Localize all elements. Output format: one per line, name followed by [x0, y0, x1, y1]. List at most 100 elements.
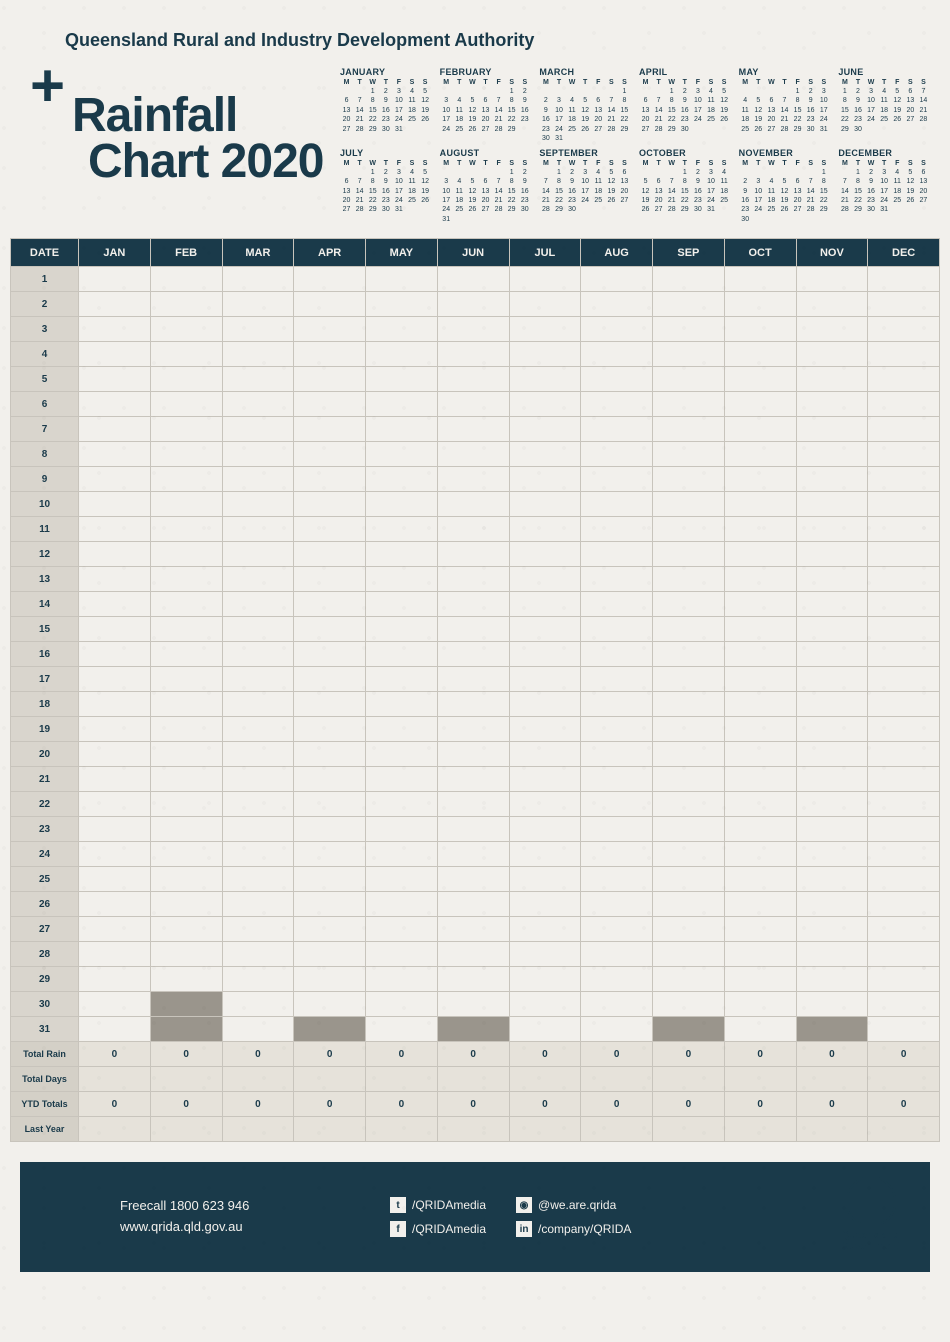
cell-3-jul[interactable]: [509, 317, 581, 342]
cell-19-jun[interactable]: [437, 717, 509, 742]
cell-10-apr[interactable]: [294, 492, 366, 517]
cell-4-jul[interactable]: [509, 342, 581, 367]
cell-7-sep[interactable]: [653, 417, 725, 442]
cell-1-may[interactable]: [366, 267, 438, 292]
cell-27-feb[interactable]: [150, 917, 222, 942]
cell-9-nov[interactable]: [796, 467, 868, 492]
cell-8-sep[interactable]: [653, 442, 725, 467]
cell-30-aug[interactable]: [581, 992, 653, 1017]
cell-23-mar[interactable]: [222, 817, 294, 842]
cell-9-mar[interactable]: [222, 467, 294, 492]
cell-24-feb[interactable]: [150, 842, 222, 867]
cell-5-jul[interactable]: [509, 367, 581, 392]
cell-7-feb[interactable]: [150, 417, 222, 442]
cell-31-may[interactable]: [366, 1017, 438, 1042]
cell-5-aug[interactable]: [581, 367, 653, 392]
cell-29-may[interactable]: [366, 967, 438, 992]
cell-30-may[interactable]: [366, 992, 438, 1017]
cell-6-aug[interactable]: [581, 392, 653, 417]
cell-18-dec[interactable]: [868, 692, 940, 717]
cell-29-oct[interactable]: [724, 967, 796, 992]
cell-10-jan[interactable]: [79, 492, 151, 517]
cell-17-apr[interactable]: [294, 667, 366, 692]
cell-17-may[interactable]: [366, 667, 438, 692]
cell-25-oct[interactable]: [724, 867, 796, 892]
cell-30-mar[interactable]: [222, 992, 294, 1017]
cell-26-sep[interactable]: [653, 892, 725, 917]
cell-30-jun[interactable]: [437, 992, 509, 1017]
cell-24-jun[interactable]: [437, 842, 509, 867]
cell-6-oct[interactable]: [724, 392, 796, 417]
cell-28-nov[interactable]: [796, 942, 868, 967]
cell-13-mar[interactable]: [222, 567, 294, 592]
cell-20-sep[interactable]: [653, 742, 725, 767]
cell-27-jul[interactable]: [509, 917, 581, 942]
cell-31-mar[interactable]: [222, 1017, 294, 1042]
cell-12-aug[interactable]: [581, 542, 653, 567]
cell-7-jul[interactable]: [509, 417, 581, 442]
cell-17-feb[interactable]: [150, 667, 222, 692]
cell-27-dec[interactable]: [868, 917, 940, 942]
cell-17-aug[interactable]: [581, 667, 653, 692]
cell-11-dec[interactable]: [868, 517, 940, 542]
cell-10-oct[interactable]: [724, 492, 796, 517]
cell-6-mar[interactable]: [222, 392, 294, 417]
cell-12-feb[interactable]: [150, 542, 222, 567]
cell-8-feb[interactable]: [150, 442, 222, 467]
cell-4-may[interactable]: [366, 342, 438, 367]
cell-10-mar[interactable]: [222, 492, 294, 517]
cell-16-jun[interactable]: [437, 642, 509, 667]
cell-4-apr[interactable]: [294, 342, 366, 367]
cell-7-dec[interactable]: [868, 417, 940, 442]
cell-26-feb[interactable]: [150, 892, 222, 917]
cell-23-apr[interactable]: [294, 817, 366, 842]
cell-28-mar[interactable]: [222, 942, 294, 967]
cell-14-jun[interactable]: [437, 592, 509, 617]
cell-27-oct[interactable]: [724, 917, 796, 942]
cell-7-may[interactable]: [366, 417, 438, 442]
cell-24-jan[interactable]: [79, 842, 151, 867]
cell-8-mar[interactable]: [222, 442, 294, 467]
cell-29-aug[interactable]: [581, 967, 653, 992]
cell-1-dec[interactable]: [868, 267, 940, 292]
cell-2-jun[interactable]: [437, 292, 509, 317]
cell-26-dec[interactable]: [868, 892, 940, 917]
cell-28-may[interactable]: [366, 942, 438, 967]
cell-7-aug[interactable]: [581, 417, 653, 442]
cell-3-feb[interactable]: [150, 317, 222, 342]
cell-23-oct[interactable]: [724, 817, 796, 842]
cell-6-dec[interactable]: [868, 392, 940, 417]
cell-28-aug[interactable]: [581, 942, 653, 967]
cell-27-jan[interactable]: [79, 917, 151, 942]
cell-6-apr[interactable]: [294, 392, 366, 417]
cell-14-jan[interactable]: [79, 592, 151, 617]
cell-22-may[interactable]: [366, 792, 438, 817]
cell-9-sep[interactable]: [653, 467, 725, 492]
cell-31-nov[interactable]: [796, 1017, 868, 1042]
cell-27-aug[interactable]: [581, 917, 653, 942]
cell-12-jan[interactable]: [79, 542, 151, 567]
cell-31-jun[interactable]: [437, 1017, 509, 1042]
social-facebook[interactable]: f/QRIDAmedia: [390, 1221, 486, 1237]
cell-18-nov[interactable]: [796, 692, 868, 717]
cell-11-aug[interactable]: [581, 517, 653, 542]
cell-30-oct[interactable]: [724, 992, 796, 1017]
cell-25-may[interactable]: [366, 867, 438, 892]
cell-2-jul[interactable]: [509, 292, 581, 317]
cell-23-aug[interactable]: [581, 817, 653, 842]
cell-2-jan[interactable]: [79, 292, 151, 317]
cell-9-jun[interactable]: [437, 467, 509, 492]
cell-17-dec[interactable]: [868, 667, 940, 692]
cell-17-sep[interactable]: [653, 667, 725, 692]
cell-27-mar[interactable]: [222, 917, 294, 942]
cell-18-sep[interactable]: [653, 692, 725, 717]
cell-31-feb[interactable]: [150, 1017, 222, 1042]
cell-20-feb[interactable]: [150, 742, 222, 767]
cell-8-jun[interactable]: [437, 442, 509, 467]
cell-3-may[interactable]: [366, 317, 438, 342]
cell-9-may[interactable]: [366, 467, 438, 492]
cell-3-oct[interactable]: [724, 317, 796, 342]
cell-17-oct[interactable]: [724, 667, 796, 692]
cell-18-oct[interactable]: [724, 692, 796, 717]
cell-8-jan[interactable]: [79, 442, 151, 467]
